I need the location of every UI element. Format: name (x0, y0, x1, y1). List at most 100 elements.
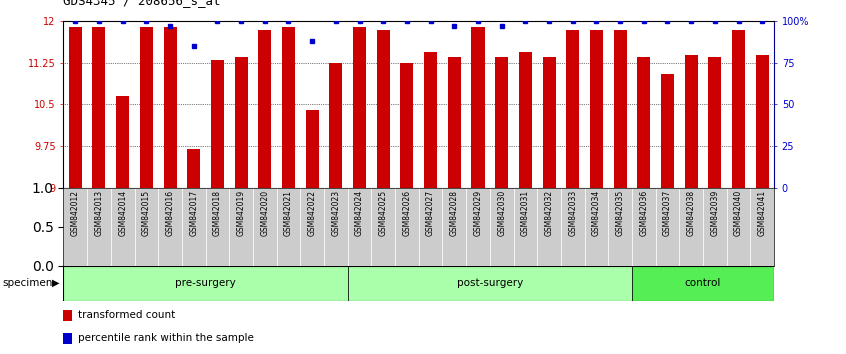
Bar (679, 188, 703, 266)
Bar (371, 188, 395, 266)
Text: GSM842038: GSM842038 (687, 190, 695, 236)
Text: GSM842021: GSM842021 (284, 190, 293, 236)
Bar (732, 30, 745, 188)
Text: pre-surgery: pre-surgery (175, 278, 236, 288)
Bar (495, 57, 508, 188)
Text: GSM842026: GSM842026 (403, 190, 411, 236)
Text: GSM842030: GSM842030 (497, 190, 506, 236)
Bar (637, 57, 651, 188)
Bar (140, 27, 153, 188)
Text: GSM842031: GSM842031 (521, 190, 530, 236)
Bar (395, 188, 419, 266)
Bar (348, 266, 632, 301)
Bar (187, 149, 201, 188)
Bar (632, 188, 656, 266)
Bar (305, 110, 319, 188)
Bar (613, 30, 627, 188)
Text: GSM842032: GSM842032 (545, 190, 553, 236)
Text: GSM842014: GSM842014 (118, 190, 127, 236)
Bar (135, 188, 158, 266)
Bar (376, 30, 390, 188)
Text: GSM842020: GSM842020 (261, 190, 269, 236)
Bar (63, 188, 87, 266)
Text: GSM842033: GSM842033 (569, 190, 577, 236)
Text: GSM842023: GSM842023 (332, 190, 340, 236)
Bar (684, 55, 698, 188)
Bar (92, 27, 106, 188)
Bar (182, 188, 206, 266)
Bar (282, 27, 295, 188)
Bar (419, 188, 442, 266)
Bar (211, 60, 224, 188)
Text: GSM842019: GSM842019 (237, 190, 245, 236)
Bar (750, 188, 774, 266)
Bar (448, 57, 461, 188)
Bar (400, 63, 414, 188)
Bar (116, 96, 129, 188)
Bar (442, 188, 466, 266)
Text: GSM842025: GSM842025 (379, 190, 387, 236)
Bar (63, 333, 72, 343)
Bar (490, 188, 514, 266)
Bar (277, 188, 300, 266)
Bar (519, 52, 532, 188)
Bar (348, 188, 371, 266)
Text: ▶: ▶ (52, 278, 59, 288)
Bar (424, 52, 437, 188)
Bar (234, 57, 248, 188)
Text: post-surgery: post-surgery (457, 278, 523, 288)
Text: GSM842037: GSM842037 (663, 190, 672, 236)
Bar (585, 188, 608, 266)
Text: GSM842024: GSM842024 (355, 190, 364, 236)
Bar (111, 188, 135, 266)
Text: GSM842012: GSM842012 (71, 190, 80, 236)
Bar (229, 188, 253, 266)
Bar (537, 188, 561, 266)
Bar (514, 188, 537, 266)
Text: GSM842018: GSM842018 (213, 190, 222, 236)
Text: GSM842013: GSM842013 (95, 190, 103, 236)
Bar (206, 188, 229, 266)
Text: GSM842040: GSM842040 (734, 190, 743, 236)
Bar (324, 188, 348, 266)
Bar (661, 74, 674, 188)
Bar (727, 188, 750, 266)
Text: GSM842016: GSM842016 (166, 190, 174, 236)
Text: GSM842022: GSM842022 (308, 190, 316, 236)
Bar (353, 27, 366, 188)
Bar (656, 188, 679, 266)
Bar (590, 30, 603, 188)
Text: GSM842028: GSM842028 (450, 190, 459, 236)
Bar (708, 57, 722, 188)
Text: GSM842015: GSM842015 (142, 190, 151, 236)
Text: specimen: specimen (3, 278, 53, 288)
Text: control: control (685, 278, 721, 288)
Text: GSM842027: GSM842027 (426, 190, 435, 236)
Bar (163, 27, 177, 188)
Bar (755, 55, 769, 188)
Bar (87, 188, 111, 266)
Text: GSM842036: GSM842036 (640, 190, 648, 236)
Text: transformed count: transformed count (78, 310, 175, 320)
Text: GSM842034: GSM842034 (592, 190, 601, 236)
Bar (471, 27, 485, 188)
Bar (69, 27, 82, 188)
Bar (63, 266, 348, 301)
Bar (466, 188, 490, 266)
Bar (300, 188, 324, 266)
Text: GSM842029: GSM842029 (474, 190, 482, 236)
Bar (158, 188, 182, 266)
Bar (258, 30, 272, 188)
Bar (561, 188, 585, 266)
Bar (63, 310, 72, 321)
Text: GSM842035: GSM842035 (616, 190, 624, 236)
Bar (329, 63, 343, 188)
Bar (253, 188, 277, 266)
Text: GSM842041: GSM842041 (758, 190, 766, 236)
Text: GSM842039: GSM842039 (711, 190, 719, 236)
Text: GSM842017: GSM842017 (190, 190, 198, 236)
Bar (608, 188, 632, 266)
Bar (632, 266, 774, 301)
Bar (703, 188, 727, 266)
Text: percentile rank within the sample: percentile rank within the sample (78, 333, 254, 343)
